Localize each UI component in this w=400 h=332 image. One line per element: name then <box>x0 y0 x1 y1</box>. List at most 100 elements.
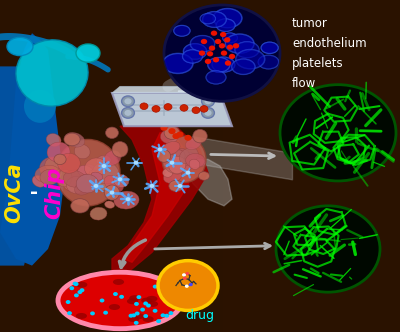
Bar <box>115 0 118 332</box>
Circle shape <box>186 171 190 175</box>
Bar <box>142 0 144 332</box>
Circle shape <box>122 108 134 118</box>
Circle shape <box>78 290 82 294</box>
Circle shape <box>183 277 187 280</box>
Circle shape <box>90 311 95 315</box>
Ellipse shape <box>44 166 62 181</box>
Bar <box>36 0 38 332</box>
Bar <box>22 0 24 332</box>
Ellipse shape <box>45 157 61 171</box>
Circle shape <box>143 314 148 318</box>
Circle shape <box>164 5 280 101</box>
Circle shape <box>201 39 207 44</box>
Circle shape <box>189 283 193 286</box>
Bar <box>122 0 125 332</box>
Ellipse shape <box>174 26 190 36</box>
Ellipse shape <box>16 40 88 106</box>
Circle shape <box>100 298 104 302</box>
Ellipse shape <box>184 44 206 59</box>
Bar <box>137 0 139 332</box>
Bar <box>168 0 170 332</box>
Circle shape <box>72 282 77 286</box>
Circle shape <box>153 309 158 313</box>
Bar <box>158 0 161 332</box>
Ellipse shape <box>106 127 118 138</box>
Circle shape <box>158 261 218 310</box>
Circle shape <box>276 206 380 292</box>
Ellipse shape <box>193 129 207 143</box>
Circle shape <box>213 57 219 62</box>
Circle shape <box>160 313 165 317</box>
Ellipse shape <box>98 176 119 193</box>
Bar <box>233 0 235 332</box>
Ellipse shape <box>56 139 120 206</box>
Circle shape <box>158 147 162 151</box>
Circle shape <box>119 295 124 299</box>
Ellipse shape <box>185 165 191 171</box>
Ellipse shape <box>76 44 100 62</box>
Ellipse shape <box>64 132 85 147</box>
Ellipse shape <box>223 33 237 43</box>
Circle shape <box>113 292 118 296</box>
Circle shape <box>134 302 139 306</box>
Bar <box>180 0 182 332</box>
Bar <box>161 0 163 332</box>
Ellipse shape <box>258 55 278 69</box>
Ellipse shape <box>74 181 92 195</box>
Ellipse shape <box>114 175 129 187</box>
Bar <box>46 0 48 332</box>
Bar <box>113 0 115 332</box>
Circle shape <box>80 288 84 292</box>
Bar <box>146 0 149 332</box>
Circle shape <box>74 293 79 297</box>
Ellipse shape <box>157 150 171 162</box>
Ellipse shape <box>96 155 111 166</box>
Polygon shape <box>112 93 232 126</box>
Ellipse shape <box>104 185 120 200</box>
Ellipse shape <box>84 158 107 177</box>
Circle shape <box>229 54 235 59</box>
Bar <box>53 0 55 332</box>
Ellipse shape <box>179 148 198 164</box>
Ellipse shape <box>169 156 186 174</box>
Ellipse shape <box>58 272 182 329</box>
Bar <box>5 0 7 332</box>
Ellipse shape <box>176 150 182 157</box>
Circle shape <box>209 45 215 51</box>
Bar <box>77 0 79 332</box>
Ellipse shape <box>176 153 195 170</box>
Ellipse shape <box>162 141 180 155</box>
Text: endothelium: endothelium <box>292 37 367 50</box>
Ellipse shape <box>163 169 173 177</box>
Bar <box>60 0 62 332</box>
Ellipse shape <box>66 176 86 194</box>
Bar <box>103 0 106 332</box>
Bar <box>151 0 154 332</box>
Circle shape <box>140 308 145 312</box>
Bar <box>94 0 96 332</box>
Ellipse shape <box>92 162 119 184</box>
Bar <box>130 0 132 332</box>
Bar <box>24 0 26 332</box>
Bar <box>19 0 22 332</box>
Bar <box>221 0 223 332</box>
Ellipse shape <box>64 133 80 146</box>
Ellipse shape <box>57 169 72 187</box>
Ellipse shape <box>142 316 154 322</box>
Bar <box>149 0 151 332</box>
Bar <box>199 0 202 332</box>
Bar <box>48 0 50 332</box>
Bar <box>7 0 10 332</box>
Circle shape <box>219 43 225 48</box>
Ellipse shape <box>183 50 202 63</box>
Text: flow: flow <box>292 76 316 90</box>
Bar <box>127 0 130 332</box>
Ellipse shape <box>200 14 215 24</box>
Ellipse shape <box>160 129 178 143</box>
Polygon shape <box>192 159 232 206</box>
Bar <box>26 0 29 332</box>
Bar <box>202 0 204 332</box>
Circle shape <box>192 107 200 114</box>
Ellipse shape <box>147 301 158 307</box>
Bar <box>134 0 137 332</box>
